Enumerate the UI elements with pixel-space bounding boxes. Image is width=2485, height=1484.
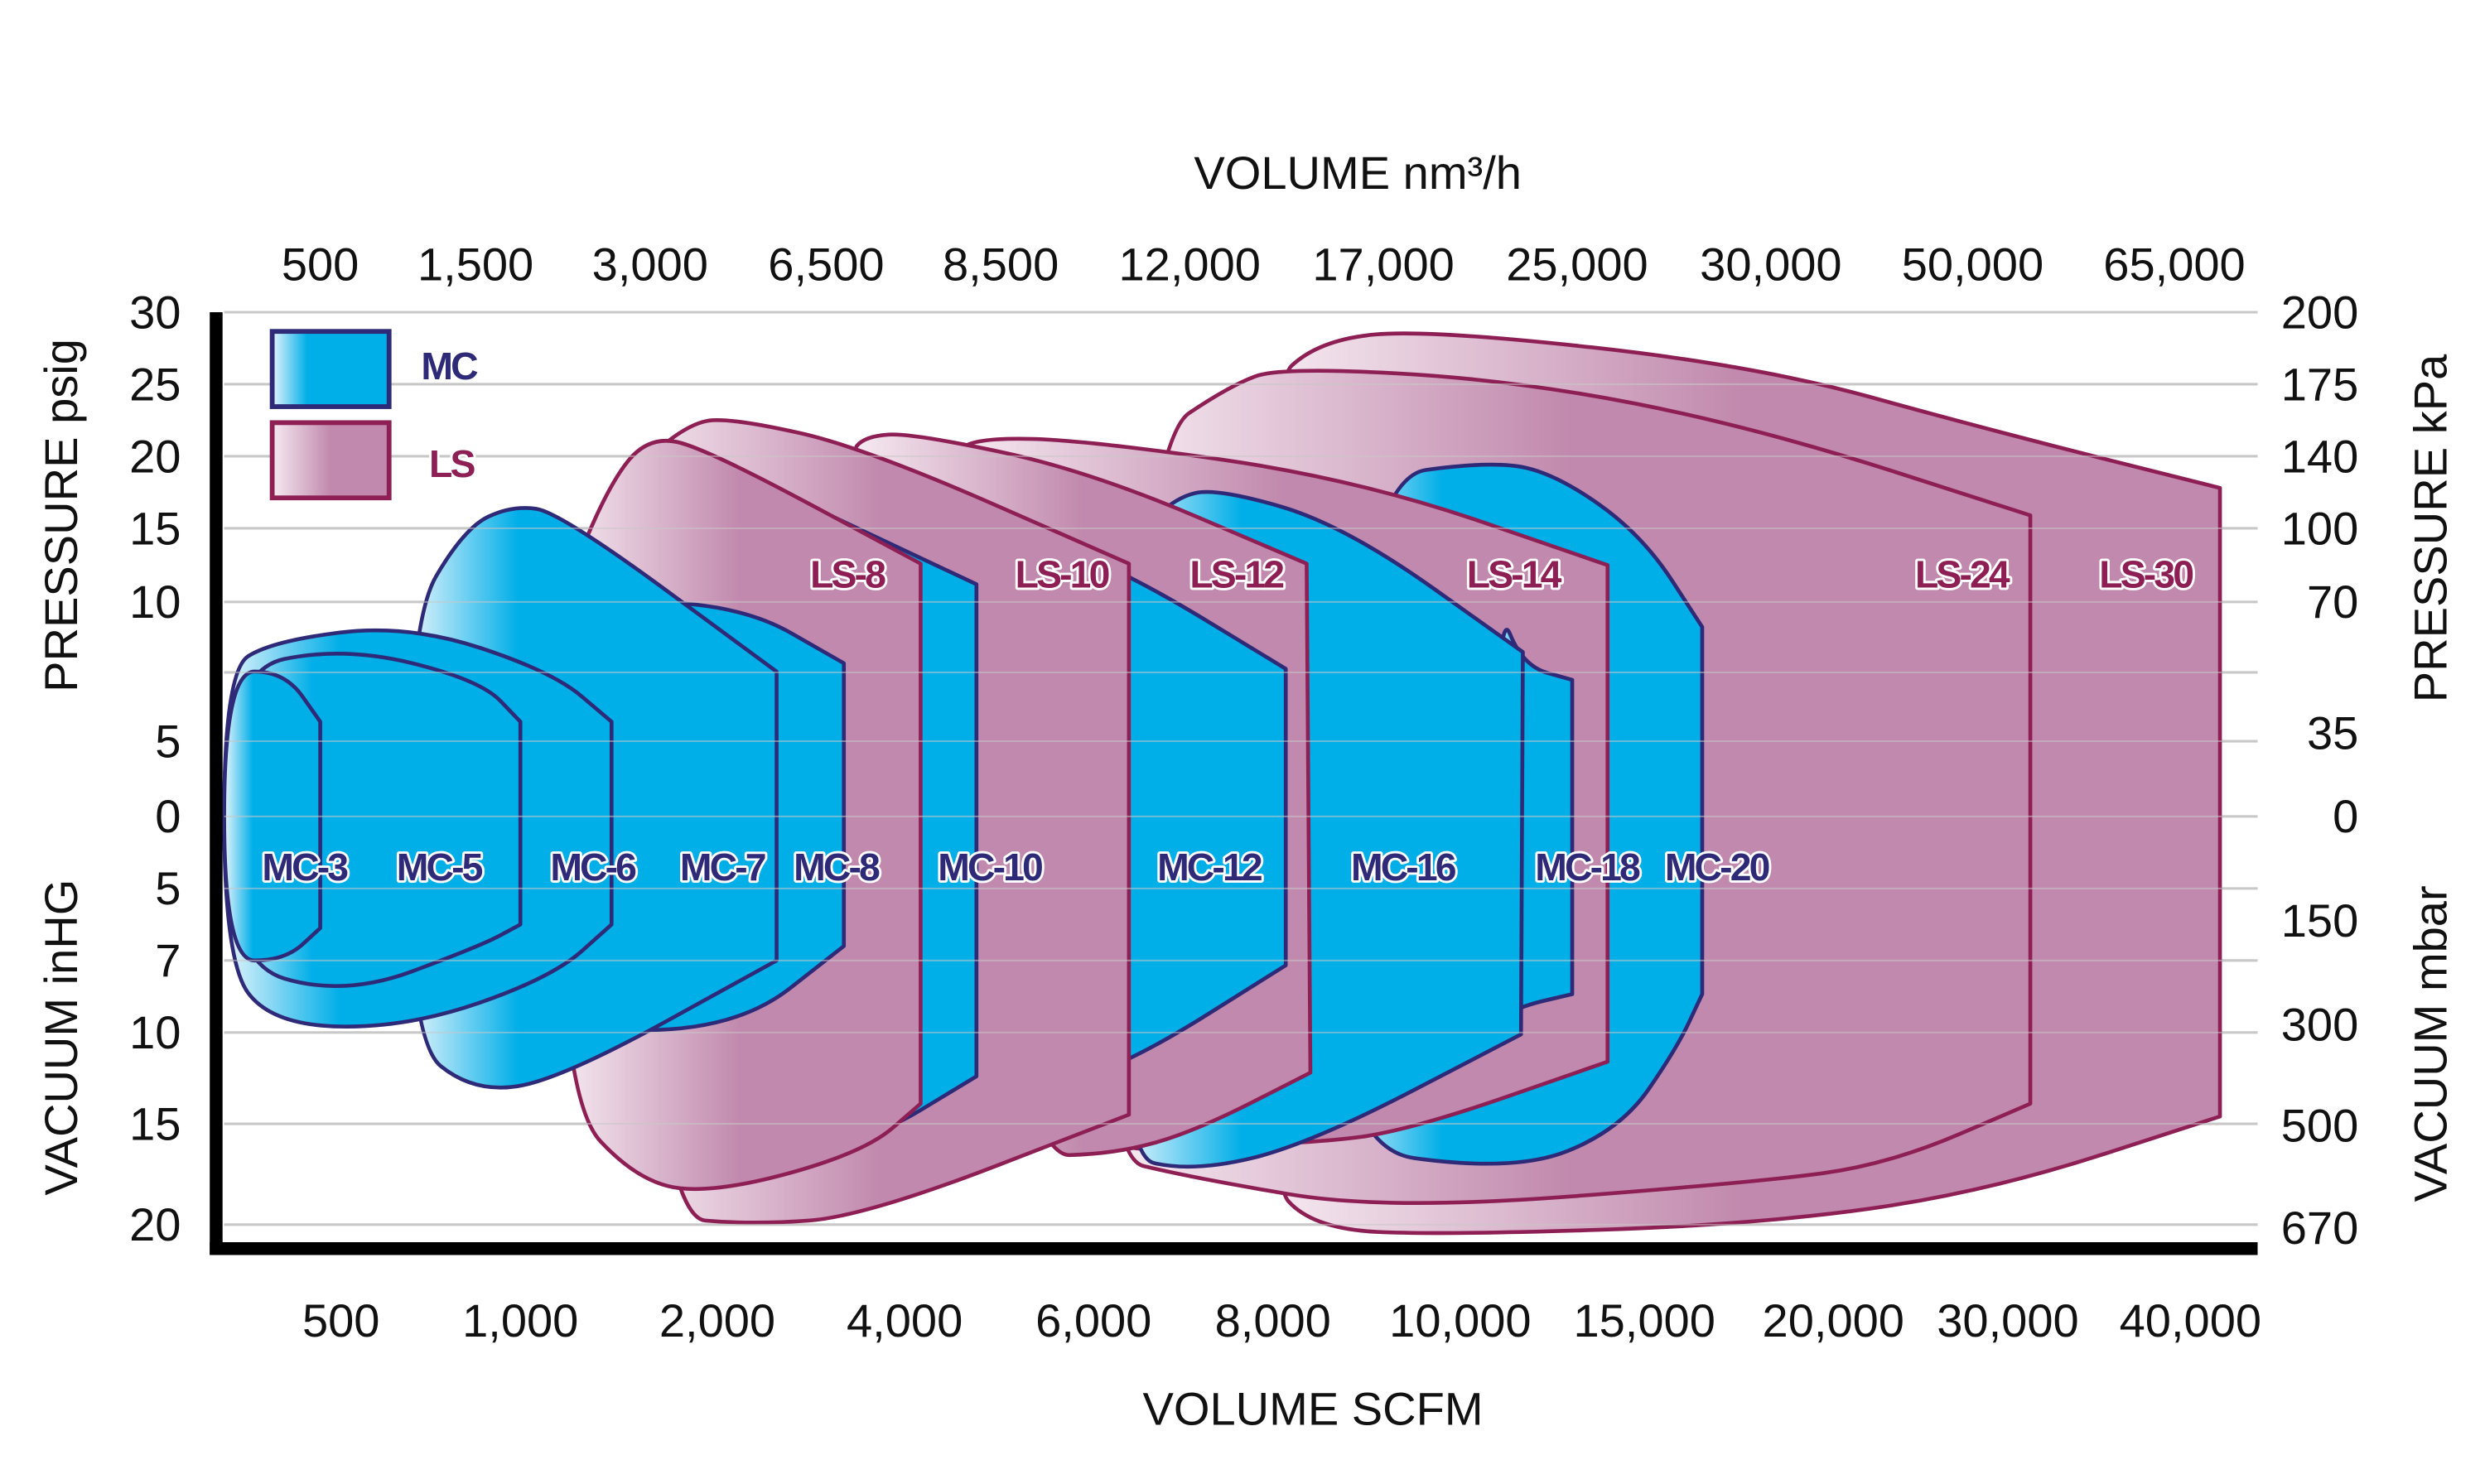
y-tick-kpa: 35 [2307, 707, 2358, 759]
legend-label-mc: MC [421, 344, 478, 388]
gridlines-overlay [224, 311, 2258, 1226]
y-tick-mbar: 300 [2281, 999, 2359, 1051]
x-tick-scfm: 6,000 [1035, 1294, 1151, 1347]
x-tick-scfm: 1,000 [462, 1294, 578, 1347]
model-label-ls-30: LS-30 [2099, 552, 2193, 595]
x-tick-scfm: 500 [302, 1294, 380, 1347]
x-tick-scfm: 8,000 [1215, 1294, 1331, 1347]
y-tick-psig: 30 [129, 286, 181, 338]
model-regions [222, 331, 2222, 1236]
model-label-mc-8: MC-8 [794, 846, 880, 889]
x-tick-nm3h: 6,500 [768, 238, 884, 290]
x-tick-nm3h: 3,000 [592, 238, 708, 290]
y-tick-inhg: 7 [155, 934, 181, 986]
y-tick-mbar: 150 [2281, 894, 2359, 947]
model-label-mc-6: MC-6 [550, 846, 636, 889]
y-tick-kpa: 200 [2281, 286, 2359, 338]
x-tick-nm3h: 8,500 [943, 238, 1059, 290]
x-tick-scfm: 2,000 [659, 1294, 775, 1347]
model-label-mc-5: MC-5 [397, 846, 483, 889]
model-label-mc-10: MC-10 [938, 846, 1042, 889]
y-tick-inhg: 10 [129, 1006, 181, 1058]
top-axis-title: VOLUME nm³/h [1194, 147, 1522, 199]
bottom-axis-title: VOLUME SCFM [1143, 1382, 1484, 1434]
model-label-ls-12: LS-12 [1189, 552, 1283, 595]
model-label-mc-7: MC-7 [680, 846, 765, 889]
x-tick-nm3h: 50,000 [1902, 238, 2043, 290]
x-tick-nm3h: 25,000 [1506, 238, 1648, 290]
model-label-mc-20: MC-20 [1665, 846, 1769, 889]
x-tick-scfm: 10,000 [1389, 1294, 1531, 1347]
y-tick-inhg: 20 [129, 1198, 181, 1250]
x-tick-nm3h: 500 [282, 238, 359, 290]
y-tick-psig: 20 [129, 430, 181, 482]
model-label-mc-18: MC-18 [1535, 846, 1640, 889]
model-label-ls-10: LS-10 [1016, 552, 1109, 595]
x-tick-nm3h: 65,000 [2103, 238, 2245, 290]
right-axis-title-vacuum: VACUUM mbar [2405, 885, 2457, 1202]
model-label-ls-24: LS-24 [1915, 552, 2010, 595]
model-labels: LS-30 LS-24 MC-20 LS-14 MC-18 MC-16 LS-12 MC-12… [259, 551, 2198, 892]
y-tick-mbar: 500 [2281, 1099, 2359, 1151]
y-tick-inhg: 5 [155, 862, 181, 914]
y-tick-psig: 25 [129, 358, 181, 410]
x-tick-scfm: 40,000 [2120, 1294, 2261, 1347]
model-label-ls-8: LS-8 [810, 552, 885, 595]
right-axis-title-pressure: PRESSURE kPa [2405, 354, 2457, 702]
x-tick-scfm: 30,000 [1937, 1294, 2078, 1347]
x-tick-nm3h: 1,500 [417, 238, 533, 290]
y-tick-kpa: 175 [2281, 358, 2359, 410]
y-tick-psig: 5 [155, 715, 181, 767]
y-tick-kpa: 100 [2281, 502, 2359, 554]
y-tick-kpa: 0 [2333, 790, 2358, 842]
x-tick-scfm: 15,000 [1573, 1294, 1715, 1347]
y-tick-psig: 15 [129, 502, 181, 554]
legend-label-ls: LS [429, 442, 475, 485]
y-tick-psig: 10 [129, 576, 181, 628]
y-tick-kpa: 70 [2307, 576, 2358, 628]
x-tick-nm3h: 17,000 [1312, 238, 1454, 290]
model-label-mc-16: MC-16 [1351, 846, 1456, 889]
y-tick-inhg: 15 [129, 1097, 181, 1149]
x-tick-scfm: 4,000 [847, 1294, 963, 1347]
legend-swatch-mc [269, 329, 392, 409]
legend-swatch-ls [269, 420, 392, 501]
left-axis-title-pressure: PRESSURE psig [35, 339, 87, 692]
x-tick-nm3h: 30,000 [1700, 238, 1841, 290]
model-label-ls-14: LS-14 [1467, 552, 1562, 595]
model-label-mc-12: MC-12 [1157, 846, 1262, 889]
x-tick-scfm: 20,000 [1763, 1294, 1904, 1347]
x-tick-nm3h: 12,000 [1118, 238, 1260, 290]
y-tick-psig: 0 [155, 790, 181, 842]
y-tick-mbar: 670 [2281, 1202, 2359, 1254]
legend: MC LS [269, 329, 483, 501]
y-tick-kpa: 140 [2281, 430, 2359, 482]
axes: 500 1,000 2,000 4,000 6,000 8,000 10,000 15,000… [129, 238, 2358, 1347]
model-label-mc-3: MC-3 [262, 846, 348, 889]
left-axis-title-vacuum: VACUUM inHG [35, 879, 87, 1196]
